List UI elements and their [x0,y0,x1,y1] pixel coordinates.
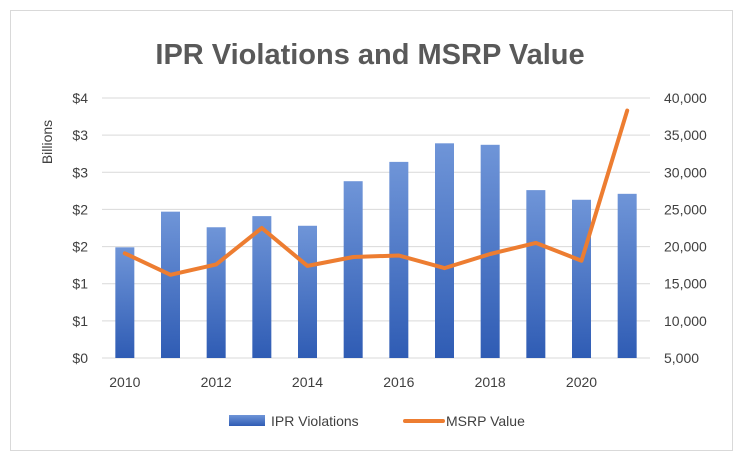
y-right-tick-label: 40,000 [664,90,707,106]
chart-title: IPR Violations and MSRP Value [155,39,584,71]
bar-2019 [526,190,545,358]
x-tick-label: 2018 [475,374,506,390]
y-axis-title: Billions [39,120,55,164]
y-left-tick-label: $3 [72,127,88,143]
bar-2021 [618,194,637,358]
y-left-tick-label: $1 [72,276,88,292]
y-right-tick-label: 35,000 [664,127,707,143]
bar-2013 [252,216,271,358]
y-right-tick-label: 20,000 [664,239,707,255]
y-left-tick-label: $1 [72,313,88,329]
y-left-tick-label: $2 [72,201,88,217]
bar-2011 [161,212,180,358]
x-tick-label: 2020 [566,374,597,390]
bar-2017 [435,143,454,358]
bar-2014 [298,226,317,358]
y-right-tick-label: 25,000 [664,201,707,217]
x-tick-label: 2014 [292,374,323,390]
y-right-tick-label: 15,000 [664,276,707,292]
legend-label-msrp-value: MSRP Value [446,413,525,429]
y-right-tick-label: 10,000 [664,313,707,329]
bar-2012 [207,227,226,358]
x-tick-label: 2010 [109,374,140,390]
y-right-tick-label: 5,000 [664,350,699,366]
legend-bar-swatch [229,415,265,426]
y-left-tick-label: $4 [72,90,88,106]
y-left-tick-label: $3 [72,164,88,180]
y-left-tick-label: $0 [72,350,88,366]
bar-2010 [115,247,134,358]
x-tick-label: 2012 [201,374,232,390]
x-tick-label: 2016 [383,374,414,390]
legend-label-ipr-violations: IPR Violations [271,413,359,429]
y-left-tick-label: $2 [72,239,88,255]
bar-2016 [389,162,408,358]
y-right-tick-label: 30,000 [664,164,707,180]
bar-2015 [344,181,363,358]
bar-2020 [572,200,591,358]
